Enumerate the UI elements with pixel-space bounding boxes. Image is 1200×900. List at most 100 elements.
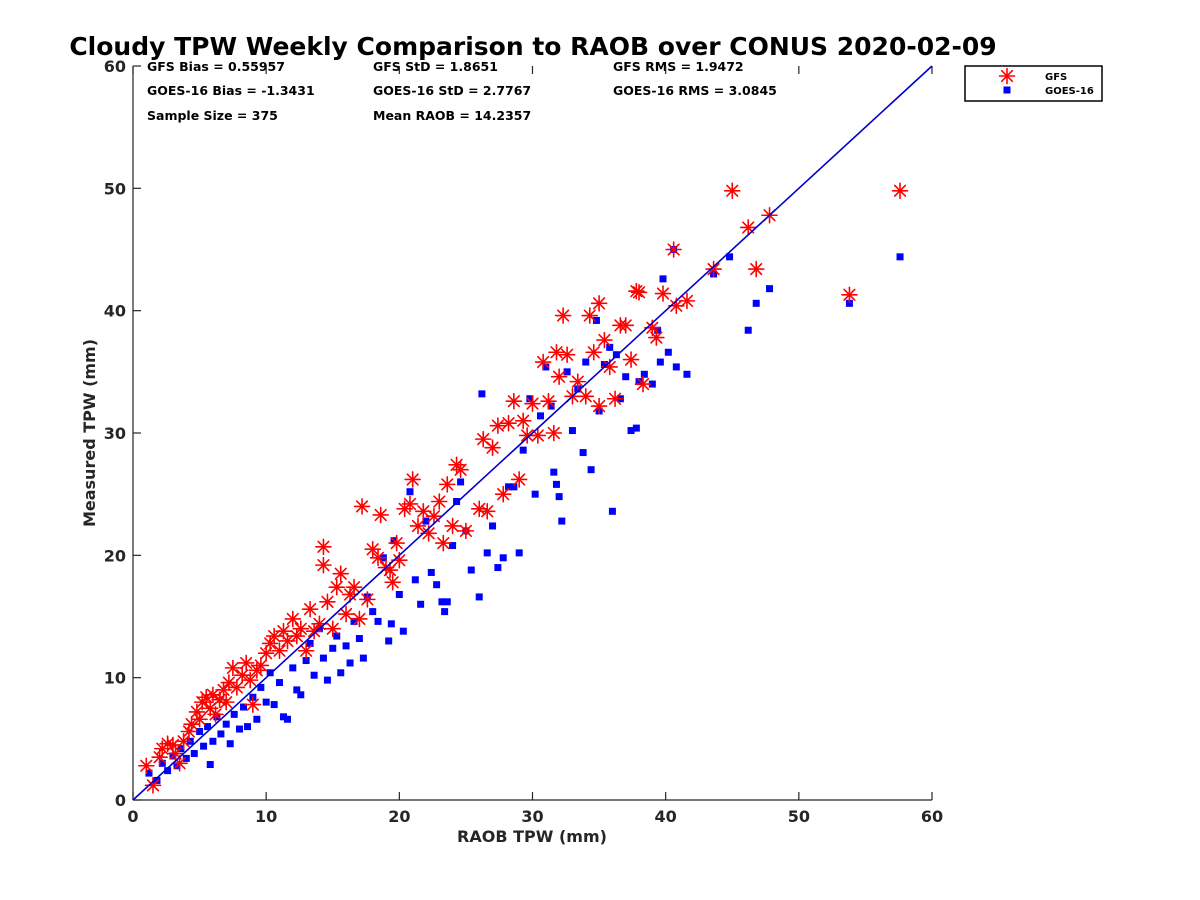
goes16-point bbox=[582, 358, 590, 366]
goes16-point bbox=[563, 368, 571, 376]
gfs-point bbox=[529, 427, 547, 444]
goes16-point bbox=[547, 402, 555, 410]
goes16-point bbox=[600, 360, 608, 368]
gfs-point bbox=[505, 392, 523, 410]
gfs-point bbox=[404, 471, 421, 488]
gfs-point bbox=[723, 182, 741, 200]
goes16-point bbox=[622, 373, 630, 381]
legend-marker-gfs bbox=[998, 67, 1016, 85]
y-tick-label: 50 bbox=[104, 179, 126, 198]
x-tick-label: 10 bbox=[255, 807, 277, 826]
goes16-point bbox=[519, 446, 527, 454]
stat-goes-bias: GOES-16 Bias = -1.3431 bbox=[147, 83, 315, 98]
x-tick-label: 40 bbox=[655, 807, 677, 826]
goes16-point bbox=[441, 608, 449, 616]
goes16-point bbox=[845, 299, 853, 307]
gfs-point bbox=[311, 615, 328, 633]
gfs-point bbox=[739, 219, 757, 236]
legend-asterisk bbox=[998, 67, 1016, 85]
goes16-point bbox=[568, 427, 576, 435]
legend-marker-goes16 bbox=[1003, 86, 1011, 94]
gfs-point bbox=[364, 540, 382, 558]
goes16-point bbox=[222, 720, 230, 728]
gfs-point bbox=[534, 353, 552, 371]
gfs-point bbox=[328, 578, 346, 596]
gfs-point bbox=[138, 757, 155, 775]
gfs-point bbox=[524, 395, 541, 412]
goes16-point bbox=[478, 390, 486, 398]
goes16-point bbox=[209, 737, 217, 745]
goes16-point bbox=[266, 669, 274, 677]
goes16-point bbox=[323, 676, 331, 684]
goes16-point bbox=[289, 664, 297, 672]
plot-area bbox=[132, 65, 933, 801]
goes16-point bbox=[552, 480, 560, 488]
gfs-point bbox=[191, 710, 208, 728]
gfs-point bbox=[606, 390, 624, 408]
gfs-point bbox=[315, 556, 332, 574]
gfs-point bbox=[144, 777, 162, 794]
gfs-point bbox=[372, 506, 389, 524]
legend-square bbox=[1003, 86, 1011, 94]
gfs-point bbox=[554, 307, 572, 324]
goes16-point bbox=[592, 316, 600, 324]
gfs-point bbox=[292, 620, 310, 638]
gfs-point bbox=[596, 331, 613, 349]
gfs-point bbox=[478, 502, 496, 520]
gfs-point bbox=[241, 671, 259, 689]
gfs-point bbox=[891, 182, 909, 200]
goes16-point bbox=[744, 326, 752, 334]
series-goes16 bbox=[145, 246, 904, 784]
goes16-point bbox=[467, 566, 475, 574]
legend-label-gfs: GFS bbox=[1045, 72, 1067, 83]
goes16-point bbox=[606, 343, 614, 351]
goes16-point bbox=[158, 759, 166, 767]
goes16-point bbox=[302, 657, 310, 665]
gfs-point bbox=[841, 286, 858, 304]
gfs-point bbox=[384, 573, 401, 591]
stat-gfs-std: GFS StD = 1.8651 bbox=[373, 59, 498, 74]
goes16-point bbox=[627, 427, 635, 435]
goes16-point bbox=[342, 642, 350, 650]
goes16-point bbox=[587, 466, 595, 474]
gfs-point bbox=[228, 679, 246, 696]
goes16-point bbox=[406, 488, 414, 496]
stat-goes-std: GOES-16 StD = 2.7767 bbox=[373, 83, 531, 98]
gfs-point bbox=[244, 696, 262, 713]
x-tick-label: 50 bbox=[788, 807, 810, 826]
gfs-point bbox=[444, 517, 461, 535]
stat-gfs-bias: GFS Bias = 0.55957 bbox=[147, 59, 285, 74]
gfs-point bbox=[654, 285, 672, 302]
gfs-point bbox=[284, 610, 302, 628]
goes16-point bbox=[369, 608, 377, 616]
goes16-point bbox=[346, 659, 354, 667]
gfs-point bbox=[514, 412, 532, 430]
goes16-point bbox=[752, 299, 760, 307]
stat-mean-raob: Mean RAOB = 14.2357 bbox=[373, 108, 531, 123]
gfs-point bbox=[351, 610, 368, 628]
goes16-point bbox=[489, 522, 497, 530]
x-tick-label: 0 bbox=[127, 807, 138, 826]
gfs-point bbox=[678, 292, 696, 310]
goes16-point bbox=[499, 554, 507, 562]
one-to-one-line bbox=[132, 65, 933, 801]
gfs-point bbox=[590, 397, 608, 415]
gfs-point bbox=[425, 507, 443, 525]
goes16-point bbox=[457, 478, 465, 486]
goes16-point bbox=[206, 761, 214, 769]
goes16-point bbox=[612, 351, 620, 359]
gfs-point bbox=[217, 693, 235, 711]
gfs-point bbox=[500, 414, 517, 432]
goes16-point bbox=[279, 713, 287, 721]
y-tick-label: 20 bbox=[104, 546, 126, 565]
gfs-point bbox=[388, 534, 405, 552]
gfs-point bbox=[237, 654, 255, 672]
gfs-point bbox=[207, 706, 224, 723]
gfs-point bbox=[630, 284, 648, 301]
goes16-point bbox=[427, 568, 435, 576]
goes16-point bbox=[236, 725, 244, 733]
gfs-point bbox=[590, 295, 608, 312]
goes16-point bbox=[310, 671, 318, 679]
gfs-point bbox=[489, 417, 507, 434]
y-tick-label: 40 bbox=[104, 302, 126, 321]
